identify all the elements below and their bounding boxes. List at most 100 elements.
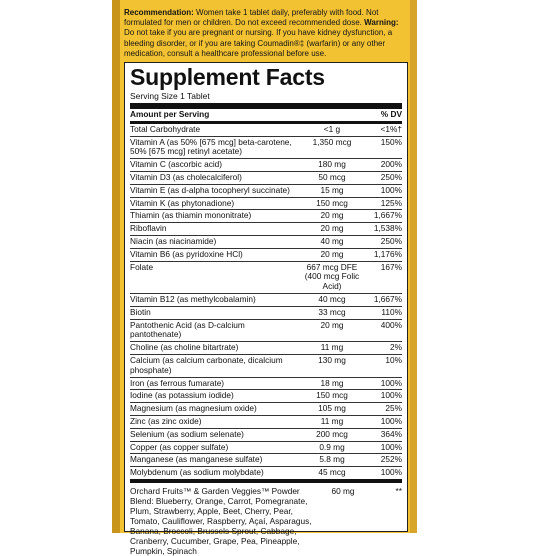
- nutrient-amt: 150 mcg: [316, 197, 348, 208]
- nutrient-name: Selenium (as sodium selenate): [130, 428, 244, 439]
- table-row: Vitamin B6 (as pyridoxine HCl) 20 mg 1,176…: [130, 249, 402, 262]
- nutrient-amt: 150 mcg: [316, 390, 348, 401]
- nutrient-amt: 45 mcg: [318, 467, 346, 478]
- table-row: Vitamin K (as phytonadione) 150 mcg 125%: [130, 198, 402, 211]
- table-row: Folate 667 mcg DFE (400 mcg Folic Acid) 16…: [130, 262, 402, 294]
- nutrient-name: Riboflavin: [130, 223, 167, 234]
- nutrient-dv: 100%: [380, 390, 402, 401]
- nutrient-dv: 364%: [380, 428, 402, 439]
- nutrient-name: Pantothenic Acid (as D-calcium pantothen…: [130, 319, 245, 340]
- nutrient-name: Vitamin K (as phytonadione): [130, 197, 235, 208]
- table-row: Selenium (as sodium selenate) 200 mcg 364%: [130, 429, 402, 442]
- warning-body: Do not take if you are pregnant or nursi…: [124, 28, 393, 58]
- nutrient-dv: 100%: [380, 184, 402, 195]
- nutrient-amt: 40 mcg: [318, 293, 346, 304]
- nutrient-dv: 125%: [380, 197, 402, 208]
- table-row: Copper (as copper sulfate) 0.9 mg 100%: [130, 442, 402, 455]
- recommendation-body: Women take 1 tablet daily, preferably wi…: [124, 8, 379, 28]
- serving-size: Serving Size 1 Tablet: [130, 90, 402, 109]
- nutrient-amt: 1,350 mcg: [312, 136, 352, 147]
- table-row: Vitamin D3 (as cholecalciferol) 50 mcg 250…: [130, 172, 402, 185]
- nutrient-name: Thiamin (as thiamin mononitrate): [130, 210, 252, 221]
- table-row: Calcium (as calcium carbonate, dicalcium…: [130, 355, 402, 378]
- nutrient-amt: 18 mg: [320, 377, 344, 388]
- nutrient-dv: 1,667%: [373, 210, 402, 221]
- nutrient-amt: 20 mg: [320, 210, 344, 221]
- nutrient-dv: 400%: [380, 319, 402, 330]
- nutrient-name: Vitamin B12 (as methylcobalamin): [130, 293, 256, 304]
- nutrient-name: Vitamin E (as d-alpha tocopheryl succina…: [130, 184, 290, 195]
- nutrient-name: Manganese (as manganese sulfate): [130, 454, 263, 465]
- label-edge-right: [410, 0, 417, 533]
- label-photo: Recommendation: Women take 1 tablet dail…: [112, 0, 417, 556]
- table-row: Vitamin A (as 50% [675 mcg] beta-caroten…: [130, 137, 402, 160]
- nutrient-amt: 20 mg: [320, 319, 344, 330]
- blend-dv: **: [395, 485, 402, 496]
- nutrient-name: Magnesium (as magnesium oxide): [130, 403, 257, 414]
- nutrient-amt: 20 mg: [320, 248, 344, 259]
- header-amount-label: Amount per Serving: [130, 109, 210, 119]
- table-row: Molybdenum (as sodium molybdate) 45 mcg 10…: [130, 467, 402, 483]
- nutrient-dv: 25%: [385, 403, 402, 414]
- nutrient-dv: 10%: [385, 354, 402, 365]
- powder-blend-row: Orchard Fruits™ & Garden Veggies™ Powder…: [130, 483, 402, 556]
- table-row: Biotin 33 mcg 110%: [130, 307, 402, 320]
- nutrient-dv: 167%: [380, 261, 402, 272]
- nutrient-amt: 33 mcg: [318, 306, 346, 317]
- nutrient-dv: 100%: [380, 441, 402, 452]
- nutrient-amt: 130 mg: [318, 354, 346, 365]
- nutrient-name: Total Carbohydrate: [130, 123, 201, 134]
- recommendation-label: Recommendation:: [124, 8, 194, 17]
- nutrient-name: Vitamin C (ascorbic acid): [130, 159, 223, 170]
- table-row: Riboflavin 20 mg 1,538%: [130, 223, 402, 236]
- nutrient-dv: 250%: [380, 235, 402, 246]
- nutrient-amt: 15 mg: [320, 184, 344, 195]
- blend-ingredients: Orchard Fruits™ & Garden Veggies™ Powder…: [130, 485, 312, 556]
- table-row: Niacin (as niacinamide) 40 mg 250%: [130, 236, 402, 249]
- nutrient-name: Iron (as ferrous fumarate): [130, 377, 225, 388]
- nutrient-dv: 1,667%: [373, 293, 402, 304]
- nutrient-dv: 100%: [380, 467, 402, 478]
- nutrient-dv: 150%: [380, 136, 402, 147]
- nutrient-amt: 11 mg: [320, 342, 344, 353]
- nutrient-name: Vitamin A (as 50% [675 mcg] beta-caroten…: [130, 136, 292, 157]
- nutrient-dv: 252%: [380, 454, 402, 465]
- nutrient-dv: <1%†: [380, 123, 402, 134]
- table-row: Thiamin (as thiamin mononitrate) 20 mg 1,6…: [130, 210, 402, 224]
- nutrient-dv: 100%: [380, 377, 402, 388]
- nutrient-amt: 667 mcg DFE (400 mcg Folic Acid): [304, 261, 360, 292]
- nutrient-name: Zinc (as zinc oxide): [130, 415, 202, 426]
- table-row: Zinc (as zinc oxide) 11 mg 100%: [130, 416, 402, 429]
- nutrient-dv: 1,538%: [373, 223, 402, 234]
- nutrient-name: Vitamin B6 (as pyridoxine HCl): [130, 248, 243, 259]
- blend-amount: 60 mg: [331, 485, 355, 496]
- nutrient-amt: <1 g: [323, 123, 341, 134]
- nutrient-amt: 5.8 mg: [319, 454, 345, 465]
- nutrient-dv: 250%: [380, 171, 402, 182]
- table-row: Vitamin B12 (as methylcobalamin) 40 mcg 1,…: [130, 294, 402, 307]
- nutrient-amt: 20 mg: [320, 223, 344, 234]
- nutrient-rows: Total Carbohydrate <1 g <1%† Vitamin A (as …: [130, 124, 402, 483]
- nutrient-amt: 40 mg: [320, 235, 344, 246]
- nutrient-amt: 50 mcg: [318, 171, 346, 182]
- nutrient-amt: 180 mg: [318, 159, 346, 170]
- nutrient-dv: 110%: [381, 306, 402, 317]
- table-row: Total Carbohydrate <1 g <1%†: [130, 124, 402, 137]
- label-edge-left: [112, 0, 120, 533]
- recommendation-text: Recommendation: Women take 1 tablet dail…: [124, 8, 408, 59]
- nutrient-dv: 100%: [380, 415, 402, 426]
- table-row: Iodine (as potassium iodide) 150 mcg 100%: [130, 390, 402, 404]
- nutrient-name: Calcium (as calcium carbonate, dicalcium…: [130, 354, 283, 375]
- nutrient-name: Iodine (as potassium iodide): [130, 390, 234, 401]
- nutrient-dv: 200%: [380, 159, 402, 170]
- nutrient-amt: 105 mg: [318, 403, 346, 414]
- table-row: Iron (as ferrous fumarate) 18 mg 100%: [130, 378, 402, 391]
- facts-header-row: Amount per Serving % DV: [130, 109, 402, 124]
- table-row: Vitamin E (as d-alpha tocopheryl succina…: [130, 185, 402, 198]
- header-dv-label: % DV: [380, 109, 402, 119]
- nutrient-name: Biotin: [130, 306, 151, 317]
- supplement-facts-panel: Supplement Facts Serving Size 1 Tablet A…: [124, 62, 408, 556]
- table-row: Vitamin C (ascorbic acid) 180 mg 200%: [130, 159, 402, 172]
- warning-label: Warning:: [364, 18, 399, 28]
- nutrient-dv: 2%: [390, 342, 402, 353]
